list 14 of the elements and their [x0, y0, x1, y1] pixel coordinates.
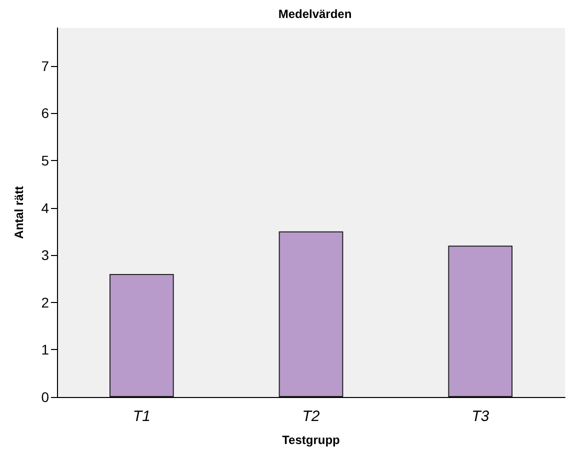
y-tick-label: 7	[41, 58, 50, 74]
x-tick-label: T3	[472, 408, 490, 425]
y-tick-label: 6	[41, 105, 50, 122]
y-tick-label: 1	[41, 342, 50, 358]
x-tick-label: T2	[302, 408, 320, 425]
y-tick-label: 0	[41, 389, 50, 405]
y-tick-label: 5	[41, 152, 50, 168]
y-tick-label: 2	[41, 294, 50, 310]
chart-title: Medelvärden	[278, 7, 352, 21]
x-tick-label: T1	[132, 408, 150, 425]
x-axis-title: Testgrupp	[282, 433, 340, 447]
y-tick-label: 3	[41, 247, 50, 264]
y-axis-title: Antal rätt	[12, 186, 26, 239]
y-tick-label: 4	[41, 200, 50, 216]
